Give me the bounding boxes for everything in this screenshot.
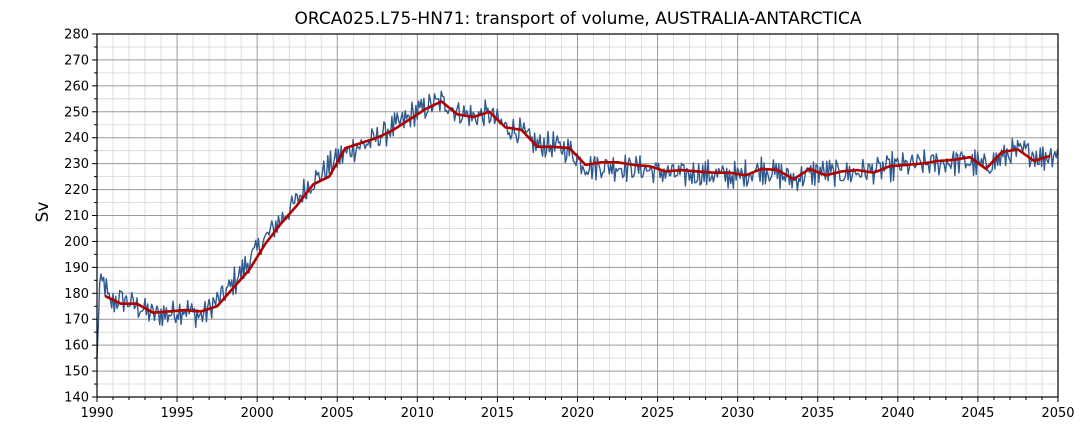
y-tick-label: 200 bbox=[64, 235, 89, 250]
y-tick-label: 170 bbox=[64, 313, 89, 328]
monthly-series-line bbox=[96, 90, 1059, 359]
y-tick-label: 220 bbox=[64, 183, 89, 198]
y-tick-label: 260 bbox=[64, 79, 89, 94]
x-tick-label: 2020 bbox=[561, 406, 594, 421]
series-layer bbox=[96, 90, 1059, 359]
y-tick-label: 140 bbox=[64, 391, 89, 406]
x-tick-label: 2010 bbox=[401, 406, 434, 421]
annual-mean-series-line bbox=[104, 100, 1051, 315]
y-tick-label: 280 bbox=[64, 28, 89, 43]
x-tick-label: 2025 bbox=[641, 406, 674, 421]
y-tick-label: 150 bbox=[64, 365, 89, 380]
y-tick-label: 180 bbox=[64, 287, 89, 302]
y-tick-label: 230 bbox=[64, 157, 89, 172]
x-tick-label: 2005 bbox=[321, 406, 354, 421]
x-tick-label: 2050 bbox=[1041, 406, 1074, 421]
y-axis-label: Sv bbox=[33, 202, 53, 223]
x-tick-label: 2030 bbox=[721, 406, 754, 421]
y-tick-label: 240 bbox=[64, 131, 89, 146]
axis-ticks bbox=[92, 33, 1059, 402]
x-tick-label: 2000 bbox=[241, 406, 274, 421]
y-tick-label: 270 bbox=[64, 53, 89, 68]
y-tick-label: 160 bbox=[64, 339, 89, 354]
x-tick-label: 2040 bbox=[881, 406, 914, 421]
x-tick-label: 1995 bbox=[161, 406, 194, 421]
x-tick-label: 2035 bbox=[801, 406, 834, 421]
y-axis-tick-labels: 140 150 160 170 180 190 200 210 220 230 240 250 260 2… bbox=[64, 28, 89, 406]
chart-title: ORCA025.L75-HN71: transport of volume, A… bbox=[294, 9, 861, 29]
y-tick-label: 210 bbox=[64, 209, 89, 224]
y-tick-label: 250 bbox=[64, 105, 89, 120]
x-tick-label: 2015 bbox=[481, 406, 514, 421]
x-axis-tick-labels: 1990 1995 2000 2005 2010 2015 2020 2025 2030 2035… bbox=[80, 406, 1074, 421]
x-tick-label: 2045 bbox=[961, 406, 994, 421]
x-tick-label: 1990 bbox=[80, 406, 113, 421]
y-tick-label: 190 bbox=[64, 261, 89, 276]
